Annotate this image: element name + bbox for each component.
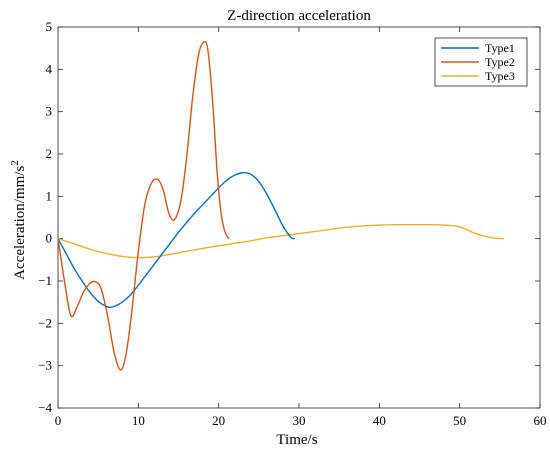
legend-label: Type2 xyxy=(485,55,515,69)
chart-title: Z-direction acceleration xyxy=(227,8,371,24)
y-tick-label: −3 xyxy=(38,358,52,373)
legend-label: Type1 xyxy=(485,41,515,55)
y-axis-label-superscript: 2 xyxy=(9,160,21,166)
y-tick-label: 4 xyxy=(46,61,53,76)
y-axis-label-text: Acceleration/mm/s xyxy=(12,166,28,280)
y-tick-label: 1 xyxy=(46,188,53,203)
series-layer xyxy=(58,41,504,371)
x-tick-label: 20 xyxy=(212,413,225,428)
axis-ticks xyxy=(57,26,541,409)
y-tick-label: −2 xyxy=(38,315,52,330)
y-axis-label-group: Acceleration/mm/s2 xyxy=(9,160,28,280)
x-tick-label: 10 xyxy=(132,413,145,428)
series-line-type1 xyxy=(58,171,296,308)
y-tick-label: −1 xyxy=(38,273,52,288)
axis-tick-labels: 0 10 20 30 40 50 60 −4 −3 −2 −1 0 1 2 3 4 5 xyxy=(38,19,546,428)
x-tick-label: 30 xyxy=(293,413,306,428)
series-line-type2 xyxy=(58,41,230,371)
y-axis-label: Acceleration/mm/s2 xyxy=(9,160,28,280)
legend-label: Type3 xyxy=(485,69,515,83)
y-tick-label: 3 xyxy=(46,104,53,119)
series-line-type3 xyxy=(58,223,504,259)
y-tick-label: 5 xyxy=(46,19,53,34)
x-axis-label: Time/s xyxy=(276,432,317,448)
x-tick-label: 0 xyxy=(55,413,62,428)
y-tick-label: 2 xyxy=(46,146,53,161)
x-tick-label: 50 xyxy=(453,413,466,428)
x-tick-label: 40 xyxy=(373,413,386,428)
y-tick-label: 0 xyxy=(46,231,53,246)
y-tick-label: −4 xyxy=(38,400,52,415)
x-tick-label: 60 xyxy=(534,413,547,428)
